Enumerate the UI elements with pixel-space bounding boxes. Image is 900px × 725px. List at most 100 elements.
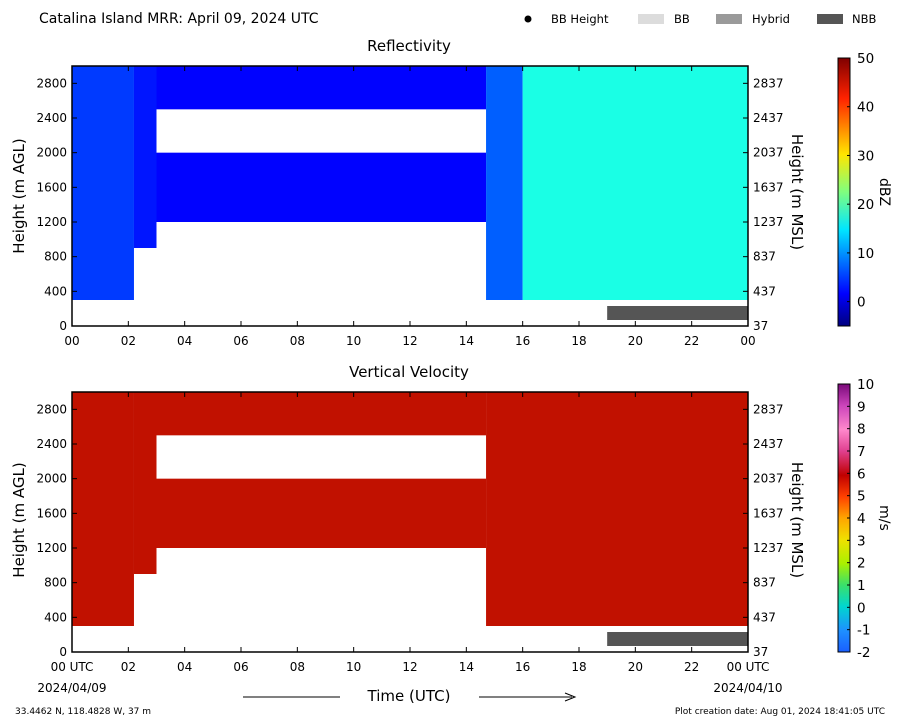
legend-label-nbb: NBB [852, 12, 876, 26]
y-tick-label: 2800 [36, 76, 67, 90]
y-tick-label-right: 2037 [753, 146, 784, 160]
colorbar-tick-label: 2 [857, 556, 866, 572]
echo-segment-2-lower [156, 478, 487, 548]
figure-title: Catalina Island MRR: April 09, 2024 UTC [39, 11, 319, 27]
colorbar-tick-label: -1 [857, 623, 870, 639]
y-tick-label-right: 1237 [753, 541, 784, 555]
x-tick-label: 14 [459, 660, 474, 674]
y-tick-label-right: 2037 [753, 472, 784, 486]
reflectivity-heatmap [72, 66, 748, 320]
legend-label-bb: BB [674, 12, 690, 26]
y-tick-label: 0 [59, 645, 67, 659]
x-tick-label: 00 UTC [727, 660, 770, 674]
x-tick-label: 02 [121, 660, 136, 674]
x-tick-label: 06 [233, 660, 248, 674]
colorbar-tick-label: 4 [857, 511, 866, 527]
x-tick-label: 00 UTC [51, 660, 94, 674]
y-tick-label: 2400 [36, 437, 67, 451]
y-tick-label: 0 [59, 319, 67, 333]
y-tick-label: 2800 [36, 402, 67, 416]
x-tick-label: 16 [515, 334, 530, 348]
axes-reflectivity: 00 02 04 06 08 10 12 14 16 18 20 22 0004008001200160… [36, 66, 784, 348]
x-tick-label: 16 [515, 660, 530, 674]
colorbar-bar-reflectivity [837, 57, 851, 327]
y-tick-label: 400 [44, 610, 67, 624]
x-tick-label: 22 [684, 660, 699, 674]
ylabel-right-reflectivity: Height (m MSL) [788, 134, 806, 250]
echo-segment-3 [486, 392, 748, 626]
y-tick-label: 2000 [36, 472, 67, 486]
echo-segment-2-lower [156, 152, 487, 222]
y-tick-label-right: 1237 [753, 215, 784, 229]
legend-swatch-nbb [817, 14, 843, 24]
y-tick-label-right: 2837 [753, 402, 784, 416]
xaxis-title: Time (UTC) [367, 687, 451, 705]
colorbar-reflectivity: 0 10 20 30 40 50 dBZ [837, 51, 892, 327]
y-tick-label-right: 437 [753, 610, 776, 624]
colorbar-ticks-reflectivity: 0 10 20 30 40 50 [847, 51, 874, 311]
start-date: 2024/04/09 [37, 681, 106, 695]
legend-marker-bb-height [524, 15, 532, 23]
x-tick-label: 10 [346, 334, 361, 348]
echo-segment-2-upper [156, 392, 487, 436]
y-tick-label-right: 1637 [753, 506, 784, 520]
x-tick-label: 04 [177, 660, 192, 674]
colorbar-tick-label: 8 [857, 422, 866, 438]
colorbar-tick-label: 50 [857, 51, 874, 67]
colorbar-tick-label: 10 [857, 246, 874, 262]
x-tick-label: 00 [64, 334, 79, 348]
colorbar-tick-label: 7 [857, 444, 866, 460]
legend-swatch-bb [638, 14, 664, 24]
y-tick-label: 1600 [36, 506, 67, 520]
x-tick-label: 00 [740, 334, 755, 348]
ylabel-left-velocity: Height (m AGL) [10, 462, 28, 577]
x-tick-label: 18 [571, 334, 586, 348]
y-tick-label-right: 837 [753, 250, 776, 264]
echo-segment-1 [133, 66, 157, 248]
y-tick-label-right: 837 [753, 576, 776, 590]
y-tick-label-right: 37 [753, 645, 768, 659]
x-tick-label: 02 [121, 334, 136, 348]
colorbar-velocity: -2 -1 0 1 2 3 4 5 6 7 8 9 10 m/s [837, 377, 892, 661]
y-tick-label-right: 1637 [753, 180, 784, 194]
x-tick-label: 12 [402, 334, 417, 348]
legend-label-hybrid: Hybrid [752, 12, 790, 26]
time-axis-arrow-head [564, 692, 577, 702]
colorbar-tick-label: -2 [857, 645, 870, 661]
colorbar-tick-label: 6 [857, 466, 866, 482]
bright-band-bar-nbb [607, 306, 748, 320]
echo-segment-3 [486, 66, 523, 300]
bright-band-bar-nbb [607, 632, 748, 646]
panel-reflectivity: Reflectivity 00 02 04 06 08 10 12 14 16 18 20 22 000… [10, 37, 806, 348]
x-tick-label: 22 [684, 334, 699, 348]
y-tick-label-right: 2437 [753, 437, 784, 451]
x-tick-label: 06 [233, 334, 248, 348]
colorbar-tick-label: 30 [857, 148, 874, 164]
axes-velocity: 00 UTC 02 04 06 08 10 12 14 16 18 20 22 00 UTC040080… [36, 392, 784, 674]
colorbar-tick-label: 9 [857, 399, 866, 415]
panel-title-velocity: Vertical Velocity [349, 363, 469, 381]
y-tick-label: 2400 [36, 111, 67, 125]
y-tick-label-right: 2837 [753, 76, 784, 90]
colorbar-tick-label: 0 [857, 295, 866, 311]
echo-segment-4 [522, 66, 748, 300]
x-tick-label: 14 [459, 334, 474, 348]
ylabel-left-reflectivity: Height (m AGL) [10, 138, 28, 253]
y-tick-label: 2000 [36, 146, 67, 160]
x-tick-label: 10 [346, 660, 361, 674]
x-tick-label: 08 [290, 660, 305, 674]
y-tick-label: 400 [44, 284, 67, 298]
colorbar-tick-label: 3 [857, 533, 866, 549]
colorbar-tick-label: 40 [857, 100, 874, 116]
y-tick-label: 800 [44, 250, 67, 264]
panel-velocity: Vertical Velocity 00 UTC 02 04 06 08 10 12 14 16… [10, 363, 806, 674]
velocity-heatmap [72, 392, 748, 646]
y-tick-label-right: 2437 [753, 111, 784, 125]
colorbar-tick-label: 0 [857, 600, 866, 616]
legend-label-bb-height: BB Height [551, 12, 609, 26]
y-tick-label: 1200 [36, 215, 67, 229]
y-tick-label: 1600 [36, 180, 67, 194]
colorbar-tick-label: 5 [857, 489, 866, 505]
creation-date-text: Plot creation date: Aug 01, 2024 18:41:0… [675, 707, 885, 717]
